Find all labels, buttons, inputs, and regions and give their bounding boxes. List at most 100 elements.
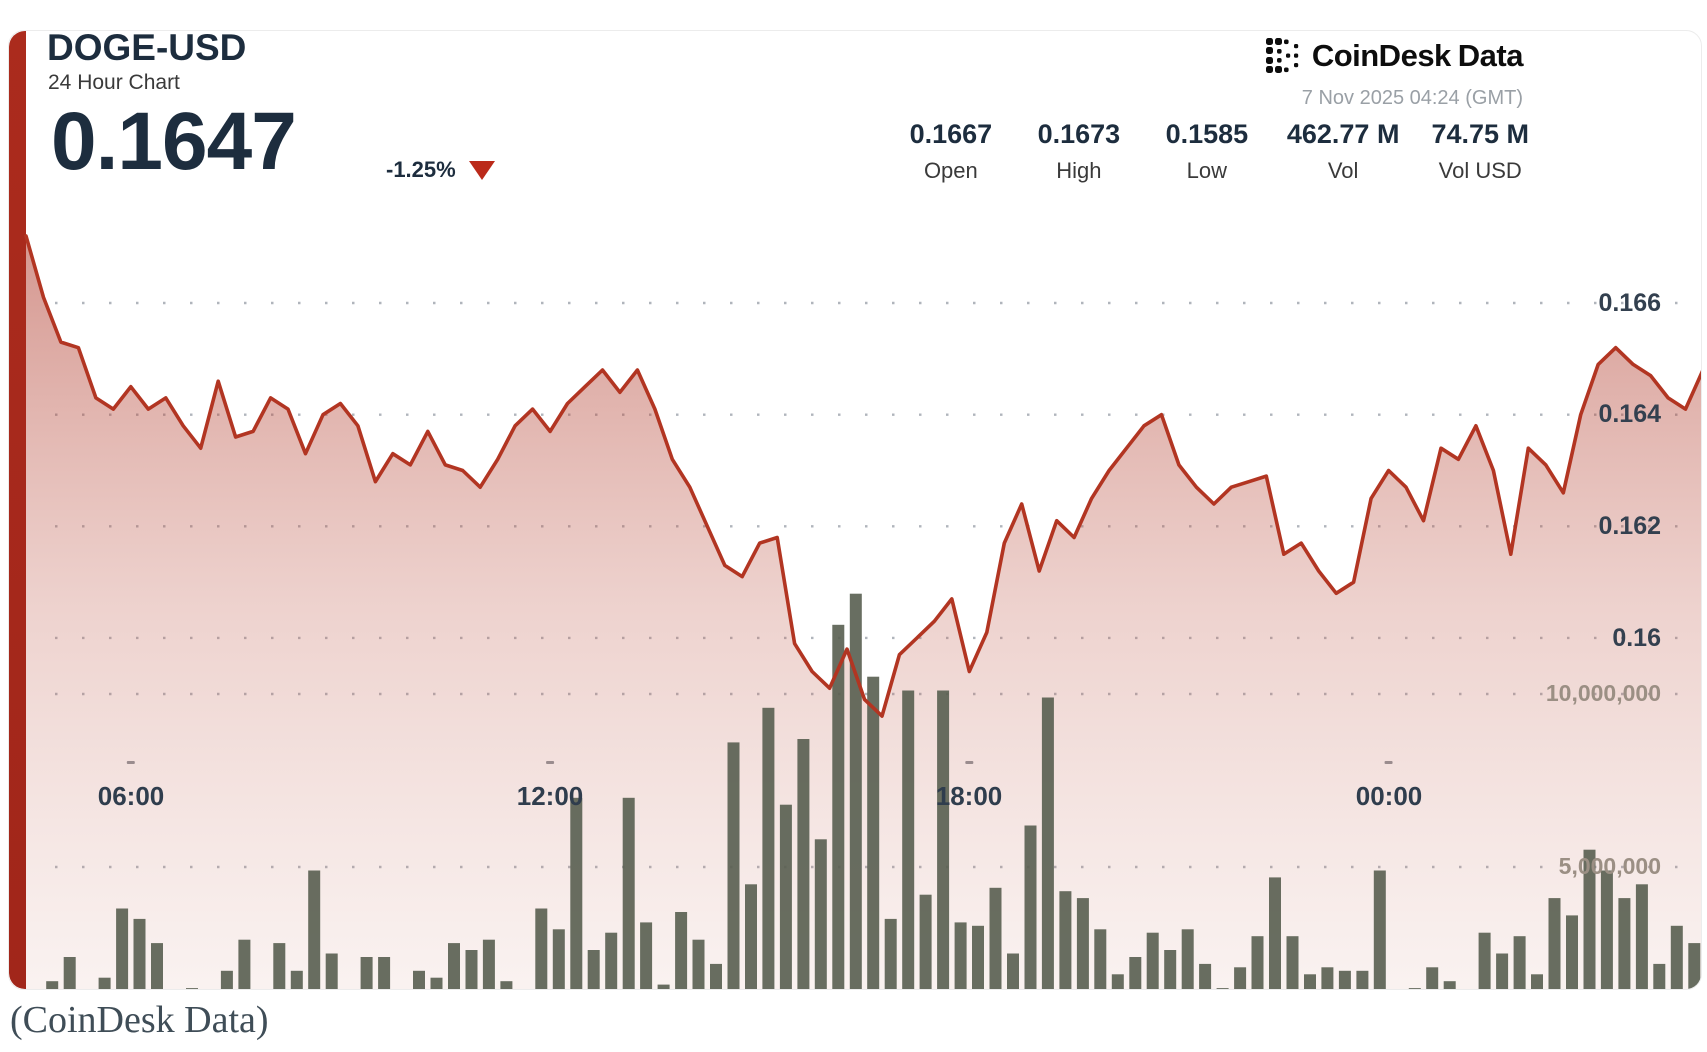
volume-bar bbox=[779, 804, 792, 989]
volume-bar bbox=[640, 922, 653, 989]
stat-vol: 462.77 M Vol bbox=[1287, 119, 1400, 184]
volume-bar bbox=[902, 690, 915, 989]
volume-bar bbox=[1111, 974, 1124, 989]
coindesk-brand: CoinDesk Data bbox=[1265, 37, 1524, 75]
volume-bar bbox=[151, 943, 163, 989]
volume-bar bbox=[814, 839, 827, 989]
coindesk-brand-name: CoinDesk Data bbox=[1312, 38, 1524, 74]
volume-bar bbox=[710, 963, 722, 989]
volume-bar bbox=[360, 957, 373, 989]
volume-bar bbox=[1600, 870, 1613, 989]
volume-bar bbox=[1094, 929, 1107, 989]
volume-bar bbox=[1269, 877, 1281, 989]
stat-low: 0.1585 Low bbox=[1159, 119, 1255, 184]
image-caption: (CoinDesk Data) bbox=[10, 999, 269, 1041]
volume-bar bbox=[1566, 915, 1578, 989]
volume-bar bbox=[1007, 953, 1019, 989]
volume-bar bbox=[46, 981, 59, 989]
volume-bar bbox=[657, 984, 670, 989]
red-accent-bar bbox=[9, 31, 26, 989]
volume-bar bbox=[1496, 953, 1509, 989]
volume-bar bbox=[675, 912, 688, 989]
volume-bar bbox=[692, 939, 705, 989]
volume-bar bbox=[1321, 967, 1334, 989]
volume-bar bbox=[133, 918, 146, 989]
volume-bar bbox=[1531, 974, 1543, 989]
triangle-down-icon bbox=[468, 160, 495, 180]
volume-bar bbox=[797, 739, 810, 989]
volume-bar bbox=[98, 977, 111, 989]
stat-vol-usd-value: 74.75 M bbox=[1431, 119, 1529, 149]
volume-bar bbox=[273, 943, 286, 989]
volume-bar bbox=[1618, 898, 1631, 989]
price-line bbox=[24, 234, 1701, 718]
volume-bar bbox=[1199, 963, 1212, 989]
volume-bar bbox=[919, 894, 932, 989]
volume-bar bbox=[448, 943, 460, 989]
volume-bar bbox=[745, 884, 757, 989]
volume-bar bbox=[465, 950, 478, 989]
stat-vol-value: 462.77 M bbox=[1286, 119, 1400, 149]
volume-bar bbox=[1338, 970, 1351, 989]
stat-open-label: Open bbox=[923, 158, 978, 183]
volume-bar bbox=[552, 929, 565, 989]
volume-bar bbox=[972, 925, 984, 989]
price-volume-chart bbox=[24, 234, 1701, 989]
volume-bar bbox=[1443, 981, 1456, 989]
volume-bar bbox=[500, 981, 513, 989]
time-axis-tick-0000: 00:00 bbox=[1355, 781, 1423, 811]
volume-bar bbox=[1286, 936, 1299, 989]
volume-bar bbox=[1688, 943, 1701, 989]
price-axis-tick-0166: 0.166 bbox=[1598, 289, 1661, 317]
stat-low-label: Low bbox=[1186, 158, 1228, 183]
time-axis-tick-0600: 06:00 bbox=[97, 781, 165, 811]
volume-bar bbox=[116, 908, 129, 989]
volume-bar bbox=[1059, 891, 1072, 989]
volume-bar bbox=[535, 908, 548, 989]
volume-bar bbox=[238, 939, 251, 989]
timestamp: 7 Nov 2025 04:24 (GMT) bbox=[1301, 87, 1523, 109]
volume-bar bbox=[186, 988, 198, 989]
time-axis-tick-1800: 18:00 bbox=[935, 781, 1003, 811]
price-axis-tick-0162: 0.162 bbox=[1598, 512, 1661, 540]
volume-bar bbox=[587, 950, 600, 989]
price-change-percent: -1.25% bbox=[386, 157, 456, 182]
volume-bar bbox=[605, 932, 618, 989]
price-axis-tick-016: 0.16 bbox=[1612, 624, 1661, 652]
stat-open: 0.1667 Open bbox=[903, 119, 999, 184]
price-axis-tick-0164: 0.164 bbox=[1598, 400, 1661, 428]
volume-bar bbox=[1234, 967, 1247, 989]
volume-bar bbox=[1164, 950, 1177, 989]
chart-card: DOGE-USD 24 Hour Chart 0.1647 -1.25% bbox=[8, 30, 1702, 990]
volume-bar bbox=[1670, 925, 1683, 989]
volume-bar bbox=[325, 953, 338, 989]
ohlc-stats-row: 0.1667 Open 0.1673 High 0.1585 Low 462.7… bbox=[903, 119, 1529, 184]
volume-bar bbox=[1635, 884, 1648, 989]
stat-vol-label: Vol bbox=[1327, 158, 1359, 183]
volume-bar bbox=[1408, 988, 1421, 989]
volume-bar bbox=[290, 970, 303, 989]
volume-bar bbox=[867, 676, 880, 989]
volume-bar bbox=[1426, 967, 1439, 989]
stat-open-value: 0.1667 bbox=[909, 119, 993, 149]
volume-bar bbox=[1129, 957, 1142, 989]
volume-bar bbox=[762, 707, 775, 989]
volume-bar bbox=[1513, 936, 1526, 989]
volume-bar bbox=[413, 970, 425, 989]
stat-high-label: High bbox=[1056, 158, 1102, 183]
volume-bar bbox=[1041, 697, 1054, 989]
time-axis-tick-1200: 12:00 bbox=[516, 781, 584, 811]
volume-bar bbox=[1304, 974, 1316, 989]
volume-bar bbox=[937, 690, 950, 989]
volume-bar bbox=[1653, 963, 1666, 989]
volume-bar bbox=[1373, 870, 1386, 989]
price-change: -1.25% bbox=[386, 157, 495, 183]
volume-axis-tick-5m: 5,000,000 bbox=[1558, 853, 1661, 879]
volume-axis-tick-10m: 10,000,000 bbox=[1545, 680, 1661, 706]
chart-subtitle: 24 Hour Chart bbox=[48, 71, 180, 94]
volume-bar bbox=[1548, 898, 1561, 989]
volume-bar bbox=[378, 957, 391, 989]
volume-bar bbox=[220, 970, 233, 989]
brand-name-secondary: Data bbox=[1457, 38, 1524, 73]
